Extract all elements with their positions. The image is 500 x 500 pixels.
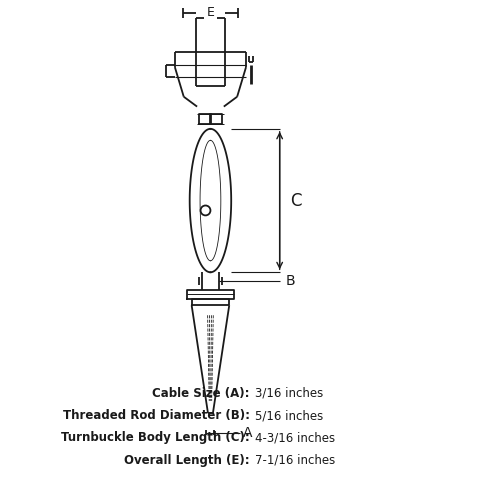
- Text: Turnbuckle Body Length (C):: Turnbuckle Body Length (C):: [61, 432, 250, 444]
- Text: E: E: [206, 6, 214, 19]
- Text: Overall Length (E):: Overall Length (E):: [124, 454, 250, 466]
- Text: C: C: [290, 192, 302, 210]
- Text: Threaded Rod Diameter (B):: Threaded Rod Diameter (B):: [63, 409, 250, 422]
- Text: 3/16 inches: 3/16 inches: [255, 387, 323, 400]
- Text: 4-3/16 inches: 4-3/16 inches: [255, 432, 335, 444]
- Text: A: A: [242, 426, 252, 440]
- Text: 7-1/16 inches: 7-1/16 inches: [255, 454, 335, 466]
- Text: B: B: [286, 274, 295, 288]
- Text: 5/16 inches: 5/16 inches: [255, 409, 323, 422]
- Text: Cable Size (A):: Cable Size (A):: [152, 387, 250, 400]
